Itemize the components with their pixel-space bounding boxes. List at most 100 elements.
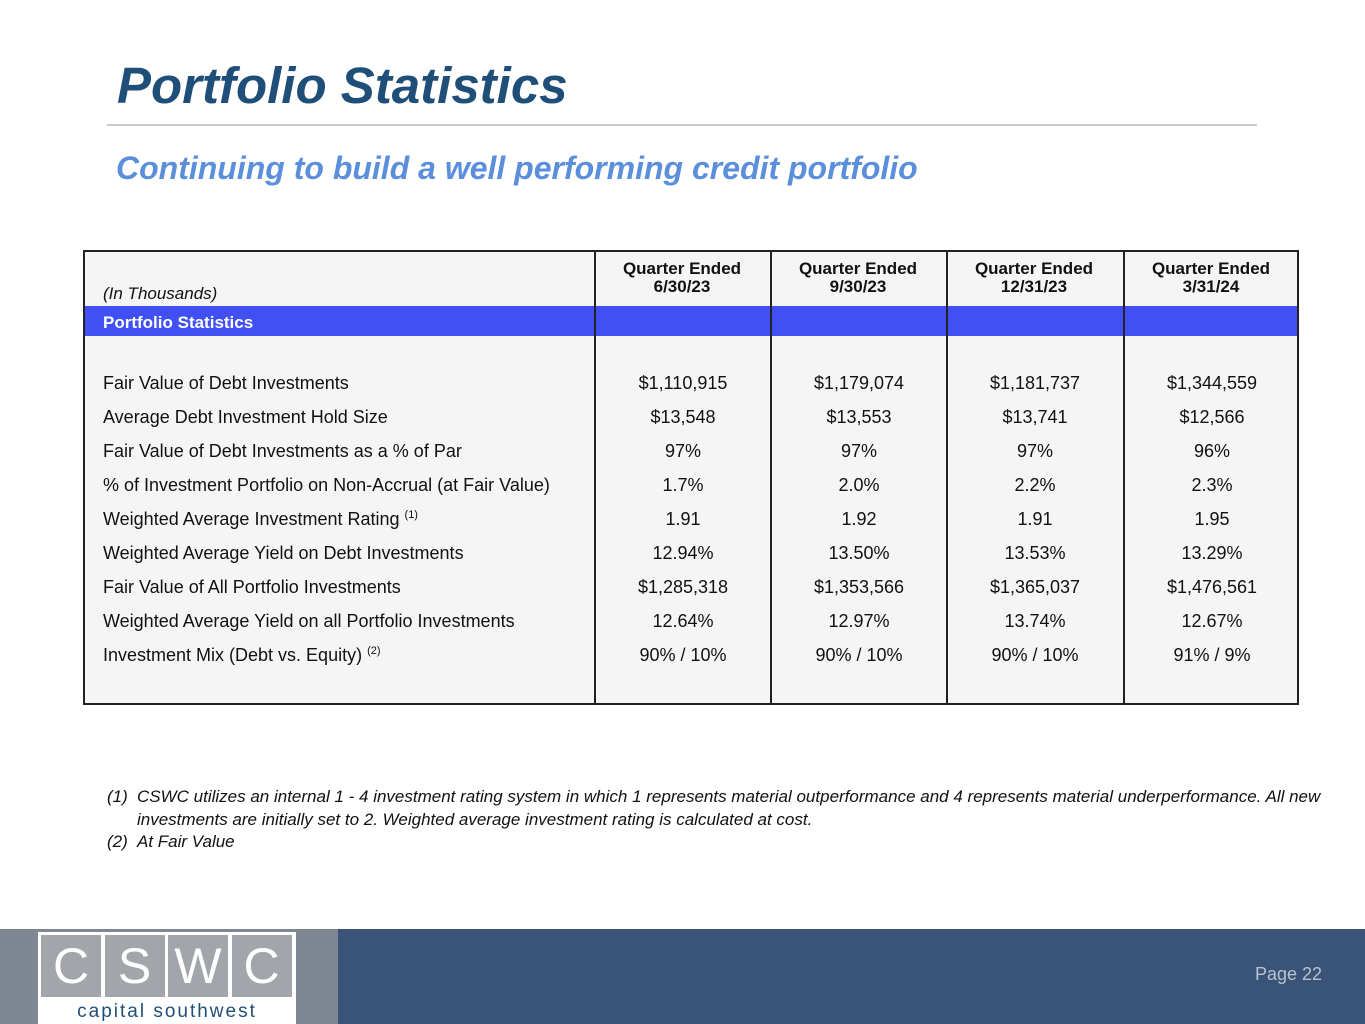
page-subtitle: Continuing to build a well performing cr… [116, 150, 918, 186]
row-label: Average Debt Investment Hold Size [103, 407, 388, 428]
column-header-date: 9/30/23 [829, 277, 887, 296]
row-label-text: Weighted Average Investment Rating [103, 509, 405, 529]
column-header-line1: Quarter Ended [974, 259, 1094, 278]
row-label: Fair Value of All Portfolio Investments [103, 577, 401, 598]
row-label: % of Investment Portfolio on Non-Accrual… [103, 475, 550, 496]
logo-letter-tile: C [41, 935, 101, 997]
row-label-text: Investment Mix (Debt vs. Equity) [103, 645, 368, 665]
cell-value: $1,285,318 [637, 577, 729, 597]
cell-value: 1.92 [841, 509, 877, 529]
column-header: Quarter Ended 12/31/23 [946, 260, 1122, 296]
title-divider [107, 124, 1257, 126]
column-header-date: 12/31/23 [1000, 277, 1068, 296]
column-divider [770, 252, 772, 703]
cell-value: 13.74% [1004, 611, 1066, 631]
row-label: Weighted Average Yield on Debt Investmen… [103, 543, 464, 564]
cell-value: 2.3% [1191, 475, 1233, 495]
row-label: Investment Mix (Debt vs. Equity) (2) [103, 645, 381, 666]
cell-value: 13.29% [1181, 543, 1243, 563]
cell-value: 97% [840, 441, 878, 461]
footnote-ref: (2) [367, 645, 381, 657]
column-header-line1: Quarter Ended [798, 259, 918, 278]
cell-value: 96% [1193, 441, 1231, 461]
cell-value: 91% / 9% [1173, 645, 1251, 665]
unit-label: (In Thousands) [103, 284, 218, 303]
column-header: Quarter Ended 3/31/24 [1123, 260, 1299, 296]
footnote-ref: (1) [404, 509, 418, 521]
table-row: Weighted Average Yield on all Portfolio … [85, 611, 1297, 645]
cell-value: 1.7% [662, 475, 704, 495]
cell-value: 13.50% [828, 543, 890, 563]
cell-value: $12,566 [1179, 407, 1245, 427]
column-header-date: 6/30/23 [653, 277, 711, 296]
cell-value: 2.0% [838, 475, 880, 495]
page-title: Portfolio Statistics [117, 57, 568, 114]
table-row: Fair Value of Debt Investments $1,110,915… [85, 373, 1297, 407]
cell-value: 97% [664, 441, 702, 461]
row-label-text: Weighted Average Yield on Debt Investmen… [103, 543, 464, 563]
cell-value: $1,353,566 [813, 577, 905, 597]
cell-value: 13.53% [1004, 543, 1066, 563]
column-divider [594, 252, 596, 703]
table-row: Weighted Average Yield on Debt Investmen… [85, 543, 1297, 577]
row-label-text: Fair Value of Debt Investments [103, 373, 349, 393]
cell-value: $1,179,074 [813, 373, 905, 393]
page-number: Page 22 [1255, 964, 1323, 984]
table-row: Fair Value of Debt Investments as a % of… [85, 441, 1297, 475]
cell-value: $13,741 [1002, 407, 1068, 427]
row-label-text: Average Debt Investment Hold Size [103, 407, 388, 427]
column-header-line1: Quarter Ended [622, 259, 742, 278]
logo-letter-tile: W [168, 935, 228, 997]
cell-value: 1.95 [1194, 509, 1230, 529]
cell-value: $1,344,559 [1166, 373, 1258, 393]
section-label: Portfolio Statistics [103, 313, 254, 332]
row-label-text: % of Investment Portfolio on Non-Accrual… [103, 475, 550, 495]
table-row: Average Debt Investment Hold Size $13,548… [85, 407, 1297, 441]
logo-letter-tile: S [104, 935, 165, 997]
column-header: Quarter Ended 6/30/23 [594, 260, 770, 296]
row-label-text: Fair Value of All Portfolio Investments [103, 577, 401, 597]
column-divider [1123, 252, 1125, 703]
cell-value: $1,365,037 [989, 577, 1081, 597]
cell-value: 97% [1016, 441, 1054, 461]
cell-value: 90% / 10% [815, 645, 903, 665]
footnote-number: (1) [107, 787, 128, 806]
cell-value: $1,110,915 [638, 373, 728, 393]
logo-letter-tile: C [231, 935, 292, 997]
cell-value: 2.2% [1014, 475, 1056, 495]
cell-value: $1,181,737 [989, 373, 1081, 393]
cell-value: $13,548 [650, 407, 716, 427]
cell-value: 12.67% [1181, 611, 1243, 631]
cell-value: 12.94% [652, 543, 714, 563]
cell-value: 12.64% [652, 611, 714, 631]
cell-value: 12.97% [828, 611, 890, 631]
table-row: Weighted Average Investment Rating (1) 1.… [85, 509, 1297, 543]
footnote-number: (2) [107, 832, 128, 851]
cell-value: $13,553 [826, 407, 892, 427]
column-header-line1: Quarter Ended [1151, 259, 1271, 278]
portfolio-statistics-table: (In Thousands) Portfolio Statistics Quar… [83, 250, 1299, 705]
footnote-text: At Fair Value [137, 832, 235, 851]
column-header: Quarter Ended 9/30/23 [770, 260, 946, 296]
row-label: Fair Value of Debt Investments as a % of… [103, 441, 462, 462]
footnotes: (1) CSWC utilizes an internal 1 - 4 inves… [107, 786, 1365, 854]
footnote: (2) At Fair Value [107, 831, 1365, 854]
cell-value: 90% / 10% [991, 645, 1079, 665]
section-band [85, 306, 1297, 336]
footnote-text: CSWC utilizes an internal 1 - 4 investme… [137, 787, 1321, 829]
column-divider [946, 252, 948, 703]
cell-value: 1.91 [665, 509, 701, 529]
table-row: Investment Mix (Debt vs. Equity) (2) 90% … [85, 645, 1297, 679]
footnote: (1) CSWC utilizes an internal 1 - 4 inves… [107, 786, 1365, 831]
cell-value: $1,476,561 [1166, 577, 1258, 597]
table-row: % of Investment Portfolio on Non-Accrual… [85, 475, 1297, 509]
row-label: Fair Value of Debt Investments [103, 373, 349, 394]
row-label: Weighted Average Yield on all Portfolio … [103, 611, 515, 632]
row-label: Weighted Average Investment Rating (1) [103, 509, 418, 530]
footer-bar [338, 929, 1365, 1024]
cell-value: 90% / 10% [639, 645, 727, 665]
cell-value: 1.91 [1017, 509, 1053, 529]
row-label-text: Weighted Average Yield on all Portfolio … [103, 611, 515, 631]
logo-text: capital southwest [77, 1001, 257, 1022]
